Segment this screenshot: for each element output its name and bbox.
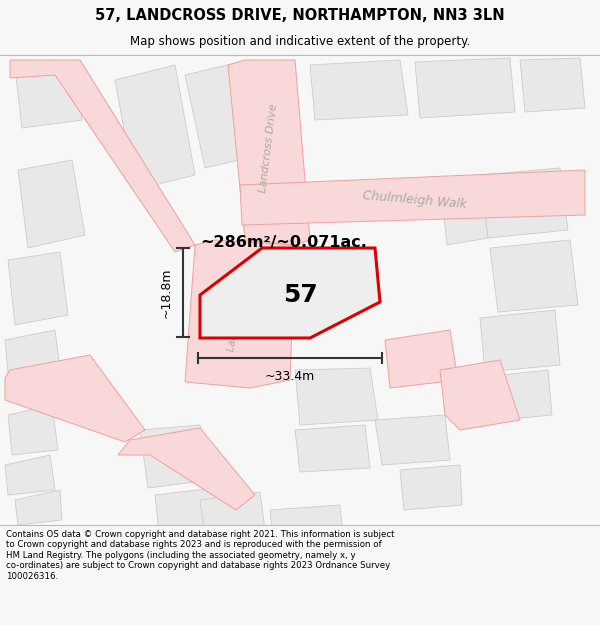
Text: Landcross Drive: Landcross Drive [226, 268, 250, 352]
Text: Map shows position and indicative extent of the property.: Map shows position and indicative extent… [130, 35, 470, 48]
Polygon shape [18, 160, 85, 248]
Polygon shape [475, 370, 552, 422]
Text: ~33.4m: ~33.4m [265, 370, 315, 383]
Text: 57: 57 [283, 283, 317, 307]
Polygon shape [15, 62, 82, 128]
Polygon shape [415, 58, 515, 118]
Polygon shape [10, 60, 195, 252]
Text: Landcross Drive: Landcross Drive [257, 103, 278, 193]
Polygon shape [270, 505, 344, 550]
Text: ~18.8m: ~18.8m [160, 268, 173, 318]
Polygon shape [185, 240, 295, 388]
Polygon shape [15, 490, 62, 525]
Polygon shape [200, 248, 380, 338]
Polygon shape [240, 170, 585, 225]
Text: Contains OS data © Crown copyright and database right 2021. This information is : Contains OS data © Crown copyright and d… [6, 530, 395, 581]
Polygon shape [400, 465, 462, 510]
Polygon shape [8, 252, 68, 325]
Polygon shape [295, 425, 370, 472]
Text: Chulmleigh Walk: Chulmleigh Walk [362, 189, 468, 211]
Polygon shape [200, 492, 265, 536]
Polygon shape [295, 368, 378, 425]
Polygon shape [5, 355, 145, 442]
Text: ~286m²/~0.071ac.: ~286m²/~0.071ac. [200, 236, 367, 251]
Polygon shape [520, 58, 585, 112]
Polygon shape [185, 62, 260, 168]
Polygon shape [375, 415, 450, 465]
Polygon shape [228, 60, 310, 245]
Polygon shape [440, 360, 520, 430]
Polygon shape [118, 428, 255, 510]
Polygon shape [480, 310, 560, 372]
Polygon shape [115, 65, 195, 190]
Polygon shape [310, 60, 408, 120]
Polygon shape [8, 405, 58, 455]
Text: 57, LANDCROSS DRIVE, NORTHAMPTON, NN3 3LN: 57, LANDCROSS DRIVE, NORTHAMPTON, NN3 3L… [95, 8, 505, 23]
Polygon shape [140, 425, 210, 488]
Polygon shape [440, 175, 488, 245]
Polygon shape [5, 455, 55, 495]
Polygon shape [385, 330, 458, 388]
Polygon shape [490, 240, 578, 312]
Polygon shape [480, 168, 568, 238]
Polygon shape [5, 330, 62, 395]
Polygon shape [155, 488, 220, 542]
